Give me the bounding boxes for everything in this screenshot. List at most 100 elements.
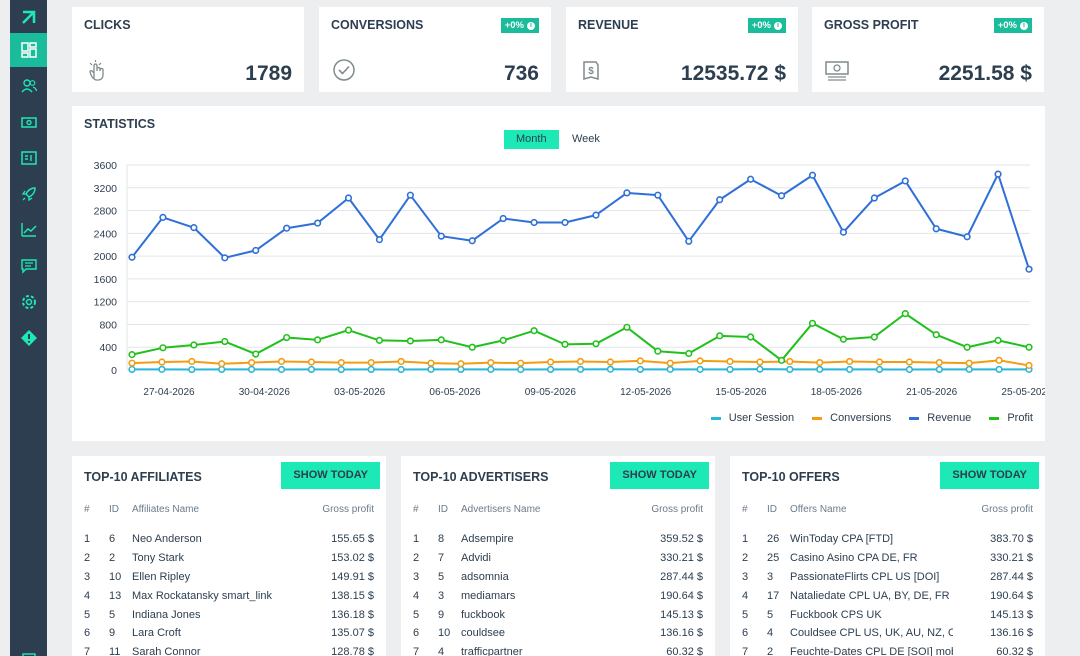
- data-point: [696, 357, 704, 365]
- table-row[interactable]: 7 2 Feuchte-Dates CPL DE [SOI] mobile 60.32…: [742, 643, 1033, 656]
- table-row[interactable]: 6 10 couldsee 136.16 $: [413, 624, 703, 643]
- legend-item-user-session[interactable]: User Session: [710, 412, 795, 424]
- show-today-button[interactable]: SHOW TODAY: [281, 462, 380, 489]
- table-row[interactable]: 1 6 Neo Anderson 155.65 $: [84, 530, 374, 549]
- alert-icon[interactable]: [10, 321, 47, 355]
- table-title: TOP-10 AFFILIATES: [84, 470, 202, 484]
- info-icon[interactable]: i: [774, 21, 782, 30]
- legend-label: Revenue: [927, 412, 972, 424]
- y-tick-label: 1200: [94, 297, 118, 309]
- table-row[interactable]: 1 8 Adsempire 359.52 $: [413, 530, 703, 549]
- kpi-card-revenue: REVENUE +0% i $ 12535.72 $: [566, 7, 798, 92]
- table-row[interactable]: 2 25 Casino Asino CPA DE, FR 330.21 $: [742, 549, 1033, 568]
- data-point: [375, 235, 384, 244]
- stats-icon[interactable]: [10, 213, 47, 247]
- legend-swatch: [710, 416, 721, 420]
- week-toggle[interactable]: Week: [572, 133, 600, 145]
- table-row[interactable]: 7 11 Sarah Connor 128.78 $: [84, 643, 374, 656]
- hand-click-icon: [89, 60, 104, 81]
- offers-icon[interactable]: [10, 141, 47, 175]
- column-header[interactable]: #: [84, 504, 90, 515]
- data-point: [427, 365, 435, 373]
- data-point: [487, 365, 495, 373]
- data-point: [901, 310, 909, 318]
- rank-cell: 7: [84, 646, 91, 656]
- legend-item-revenue[interactable]: Revenue: [909, 412, 971, 424]
- name-cell: WinToday CPA [FTD]: [790, 533, 894, 546]
- data-point: [963, 233, 971, 241]
- rank-cell: 3: [742, 570, 749, 583]
- table-row[interactable]: 5 5 Fuckbook CPS UK 145.13 $: [742, 605, 1033, 624]
- badge-text: +0%: [997, 20, 1017, 31]
- statistics-title: STATISTICS: [84, 117, 156, 131]
- table-row[interactable]: 4 13 Max Rockatansky smart_link 138.15 $: [84, 586, 374, 605]
- data-point: [756, 365, 764, 373]
- rank-cell: 4: [742, 589, 749, 602]
- legend-item-conversions[interactable]: Conversions: [812, 412, 891, 424]
- settings-icon[interactable]: [10, 285, 47, 319]
- column-header[interactable]: Gross profit: [981, 504, 1033, 515]
- show-today-button[interactable]: SHOW TODAY: [940, 462, 1039, 489]
- rank-cell: 2: [742, 552, 749, 565]
- column-header[interactable]: Advertisers Name: [461, 504, 541, 515]
- column-header[interactable]: ID: [767, 504, 777, 515]
- data-point: [397, 365, 405, 374]
- data-point: [935, 365, 943, 374]
- table-row[interactable]: 5 5 Indiana Jones 136.18 $: [84, 605, 374, 624]
- dashboard-icon[interactable]: [10, 33, 47, 67]
- legend-label: User Session: [728, 412, 795, 424]
- table-header-row: # ID Affiliates Name Gross profit: [84, 502, 374, 517]
- id-cell: 2: [767, 646, 774, 656]
- table-title: TOP-10 OFFERS: [742, 470, 840, 484]
- table-row[interactable]: 7 4 trafficpartner 60.32 $: [413, 643, 703, 656]
- logo-arrow-icon[interactable]: [10, 0, 47, 34]
- month-toggle[interactable]: Month: [504, 130, 559, 149]
- column-header[interactable]: #: [413, 504, 419, 515]
- gross-profit-cell: 287.44 $: [990, 570, 1033, 583]
- data-point: [932, 225, 940, 233]
- column-header[interactable]: ID: [438, 504, 448, 515]
- table-row[interactable]: 3 5 adsomnia 287.44 $: [413, 568, 703, 587]
- column-header[interactable]: Affiliates Name: [132, 504, 200, 515]
- column-header[interactable]: Gross profit: [322, 504, 374, 515]
- x-tick-label: 21-05-2026: [906, 387, 958, 398]
- kpi-title: REVENUE: [578, 18, 639, 32]
- users-icon[interactable]: [10, 69, 47, 103]
- table-row[interactable]: 3 3 PassionateFlirts CPL US [DOI] 287.44 $: [742, 568, 1033, 587]
- gross-profit-cell: 135.07 $: [331, 627, 374, 640]
- info-icon[interactable]: i: [1020, 21, 1028, 30]
- table-row[interactable]: 3 10 Ellen Ripley 149.91 $: [84, 568, 374, 587]
- table-row[interactable]: 6 4 Couldsee CPL US, UK, AU, NZ, CA 136.16 …: [742, 624, 1033, 643]
- footer-icon[interactable]: [10, 640, 47, 656]
- messages-icon[interactable]: [10, 249, 47, 283]
- column-header[interactable]: #: [742, 504, 748, 515]
- legend-item-profit[interactable]: Profit: [989, 412, 1033, 424]
- table-row[interactable]: 2 7 Advidi 330.21 $: [413, 549, 703, 568]
- legend-swatch: [909, 416, 920, 420]
- info-icon[interactable]: i: [527, 21, 535, 30]
- show-today-button[interactable]: SHOW TODAY: [610, 462, 709, 489]
- column-header[interactable]: Gross profit: [651, 504, 703, 515]
- kpi-value: 12535.72 $: [680, 62, 786, 85]
- name-cell: Feuchte-Dates CPL DE [SOI] mobile: [790, 646, 953, 656]
- data-point: [375, 336, 384, 344]
- table-row[interactable]: 4 17 Nataliedate CPL UA, BY, DE, FR [SOI] 1…: [742, 586, 1033, 605]
- column-header[interactable]: ID: [109, 504, 119, 515]
- offers-table: # ID Offers Name Gross profit 1 26 WinToday CP…: [742, 502, 1033, 656]
- data-point: [344, 194, 353, 202]
- statistics-card: STATISTICS Month Week 0 400 800 1200 1600 200…: [72, 106, 1045, 441]
- table-row[interactable]: 1 26 WinToday CPA [FTD] 383.70 $: [742, 530, 1033, 549]
- money-icon[interactable]: [10, 105, 47, 139]
- column-header[interactable]: Offers Name: [790, 504, 847, 515]
- data-point: [636, 365, 644, 374]
- table-row[interactable]: 2 2 Tony Stark 153.02 $: [84, 549, 374, 568]
- table-row[interactable]: 5 9 fuckbook 145.13 $: [413, 605, 703, 624]
- name-cell: PassionateFlirts CPL US [DOI]: [790, 570, 940, 583]
- table-row[interactable]: 4 3 mediamars 190.64 $: [413, 586, 703, 605]
- data-point: [283, 333, 291, 342]
- svg-text:$: $: [588, 66, 594, 77]
- gross-profit-cell: 153.02 $: [331, 552, 374, 565]
- top-advertisers-card: TOP-10 ADVERTISERS SHOW TODAY # ID Adverti…: [401, 456, 715, 656]
- rocket-icon[interactable]: [10, 177, 47, 211]
- table-row[interactable]: 6 9 Lara Croft 135.07 $: [84, 624, 374, 643]
